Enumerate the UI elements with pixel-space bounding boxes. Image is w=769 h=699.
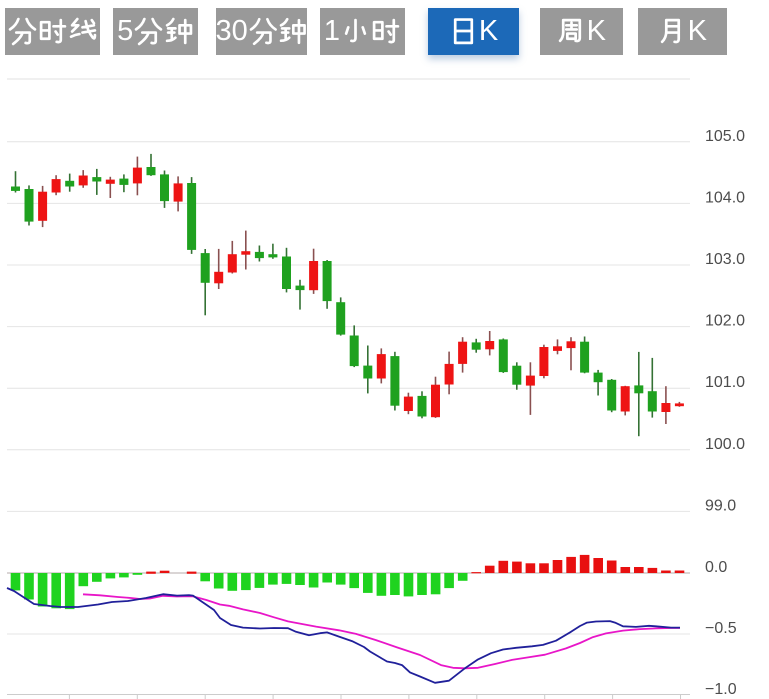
- svg-text:−1.0: −1.0: [705, 681, 737, 698]
- svg-text:103.0: 103.0: [705, 251, 745, 268]
- svg-text:99.0: 99.0: [705, 497, 736, 514]
- svg-text:101.0: 101.0: [705, 374, 745, 391]
- svg-text:102.0: 102.0: [705, 313, 745, 330]
- svg-text:104.0: 104.0: [705, 189, 745, 206]
- svg-text:−0.5: −0.5: [705, 620, 737, 637]
- svg-text:105.0: 105.0: [705, 128, 745, 145]
- svg-text:100.0: 100.0: [705, 436, 745, 453]
- svg-text:0.0: 0.0: [705, 559, 727, 576]
